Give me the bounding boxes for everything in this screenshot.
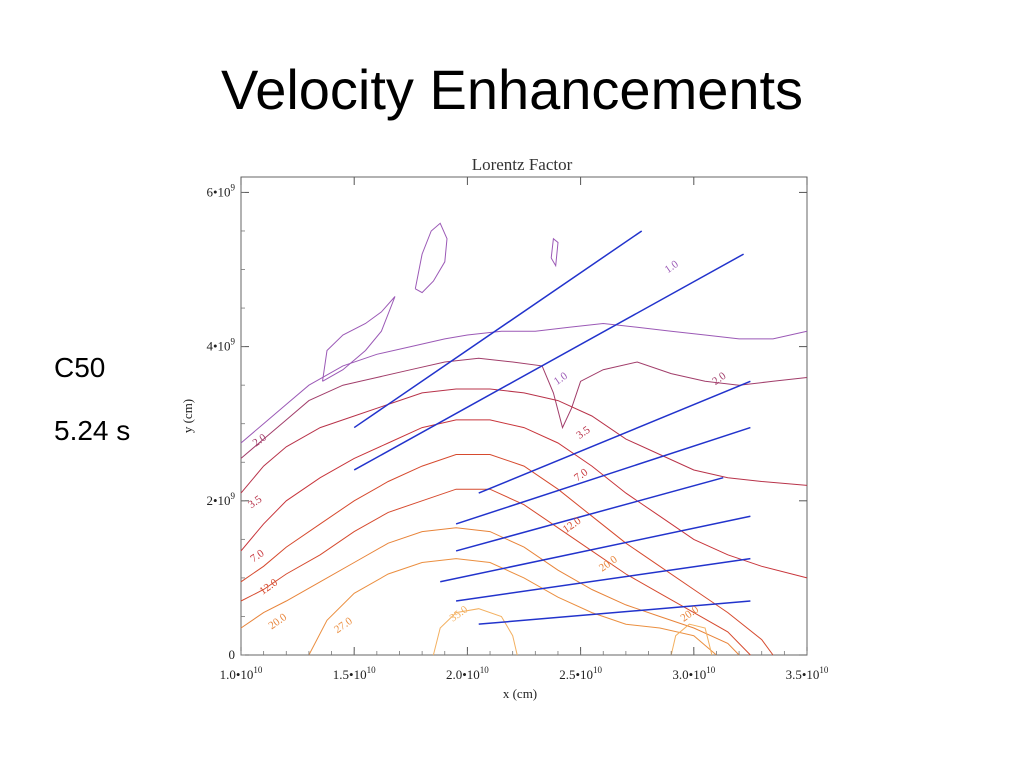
x-axis-label: x (cm) [503,686,537,701]
contour-line-7_0-6 [240,419,808,579]
x-tick-label-5: 3.5•1010 [786,665,829,682]
contour-line-12_0-7 [240,454,774,656]
velocity-vector-4 [455,476,724,552]
contour-label-2: 2.0 [710,370,729,388]
contour-label-3: 2.0 [251,431,270,449]
axis-layer: 1.0•1010 1.5•1010 2.0•1010 2.5•1010 3.0•1010… [206,177,829,682]
y-tick-label-1: 2•109 [206,491,235,508]
contour-layer [240,222,808,656]
contour-label-11: 20.0 [266,611,289,632]
velocity-vector-5 [440,515,751,583]
slide-title: Velocity Enhancements [220,58,804,121]
velocity-vector-3 [455,426,751,525]
y-axis-label: y (cm) [180,399,195,433]
contour-line-27_0-10 [308,558,717,656]
contour-line-1_0-1 [322,296,396,382]
contour-line-1_0-3 [550,237,559,268]
contour-label-13: 35.0 [448,603,471,624]
vector-layer [353,230,751,625]
contour-line-3_5-5 [240,388,808,494]
contour-label-1: 1.0 [552,370,571,388]
x-tick-label-0: 1.0•1010 [220,665,263,682]
chart-title: Lorentz Factor [472,155,573,174]
model-label: C50 [54,352,106,383]
contour-line-12_0-8 [240,488,751,656]
contour-label-8: 12.0 [561,515,584,536]
contour-line-35_0-12 [670,623,713,656]
contour-label-0: 1.0 [663,258,682,276]
y-tick-label-0: 0 [229,647,236,662]
velocity-vector-7 [478,600,751,625]
x-tick-label-1: 1.5•1010 [333,665,376,682]
contour-line-2_0-4 [240,357,808,459]
contour-line-1_0-0 [240,322,808,444]
contour-label-4: 3.5 [574,424,593,442]
x-tick-label-3: 2.5•1010 [559,665,602,682]
velocity-vector-1 [353,253,744,471]
velocity-vector-2 [478,380,751,494]
contour-label-9: 12.0 [257,576,280,597]
plot-frame [240,176,808,656]
y-tick-label-2: 4•109 [206,337,235,354]
contour-line-20_0-9 [240,527,740,656]
contour-line-35_0-11 [432,608,518,656]
contour-label-7: 7.0 [248,547,267,565]
contour-label-layer: 1.01.0 2.02.0 3.53.57.07.012.012.020.020.0… [246,258,729,636]
x-tick-label-4: 3.0•1010 [672,665,715,682]
contour-label-5: 3.5 [246,493,265,511]
x-tick-label-2: 2.0•1010 [446,665,489,682]
contour-line-1_0-2 [414,222,448,294]
velocity-vector-6 [455,557,751,602]
velocity-vector-0 [353,230,643,429]
time-label: 5.24 s [54,415,131,446]
contour-label-12: 27.0 [332,615,355,636]
y-tick-label-3: 6•109 [206,182,235,199]
